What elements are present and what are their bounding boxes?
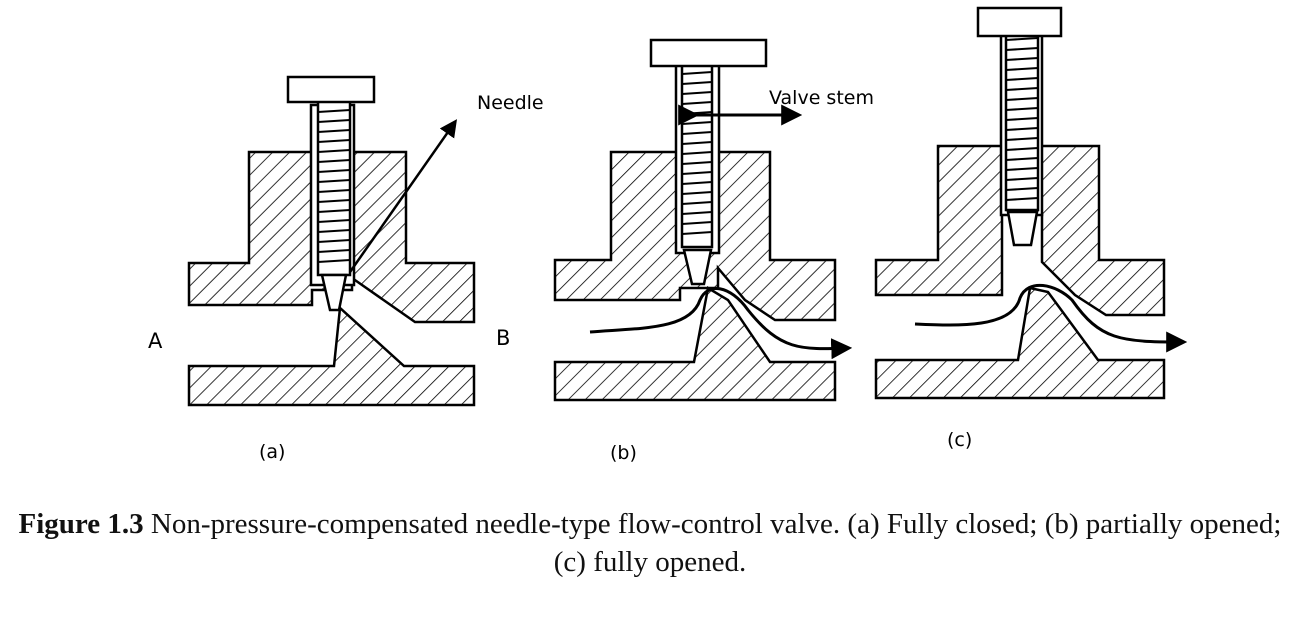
port-a-label: A <box>148 329 163 353</box>
valve-c-flow-path <box>914 283 1188 353</box>
valve-c <box>874 6 1188 400</box>
subfigure-a-label: (a) <box>259 441 285 463</box>
valve-a-lower-body <box>187 305 476 407</box>
valve-b-lower-body <box>553 286 837 402</box>
valve-a-handle <box>286 75 376 104</box>
valve-c-handle <box>976 6 1063 38</box>
caption-text: Non-pressure-compensated needle-type flo… <box>143 508 1282 578</box>
valve-c-lower-body <box>874 286 1166 400</box>
valve-b <box>553 38 853 402</box>
figure-number: Figure 1.3 <box>18 508 144 540</box>
valve-b-handle <box>649 38 768 68</box>
figure-caption: Figure 1.3 Non-pressure-compensated need… <box>0 505 1300 581</box>
port-b-label: B <box>496 326 510 350</box>
valve-a <box>187 75 476 407</box>
valve-a-needle <box>320 273 348 312</box>
valve-a-stem <box>316 98 352 277</box>
needle-label: Needle <box>477 92 544 114</box>
valve-c-needle <box>1006 210 1039 247</box>
subfigure-c-label: (c) <box>947 429 972 451</box>
valve-b-needle <box>682 248 713 286</box>
subfigure-b-label: (b) <box>610 442 637 464</box>
valve-c-upper-body <box>874 144 1166 317</box>
valve-stem-label: Valve stem <box>769 87 874 109</box>
valve-b-flow-path <box>589 287 853 360</box>
needle-pointer-arrow <box>348 119 458 273</box>
